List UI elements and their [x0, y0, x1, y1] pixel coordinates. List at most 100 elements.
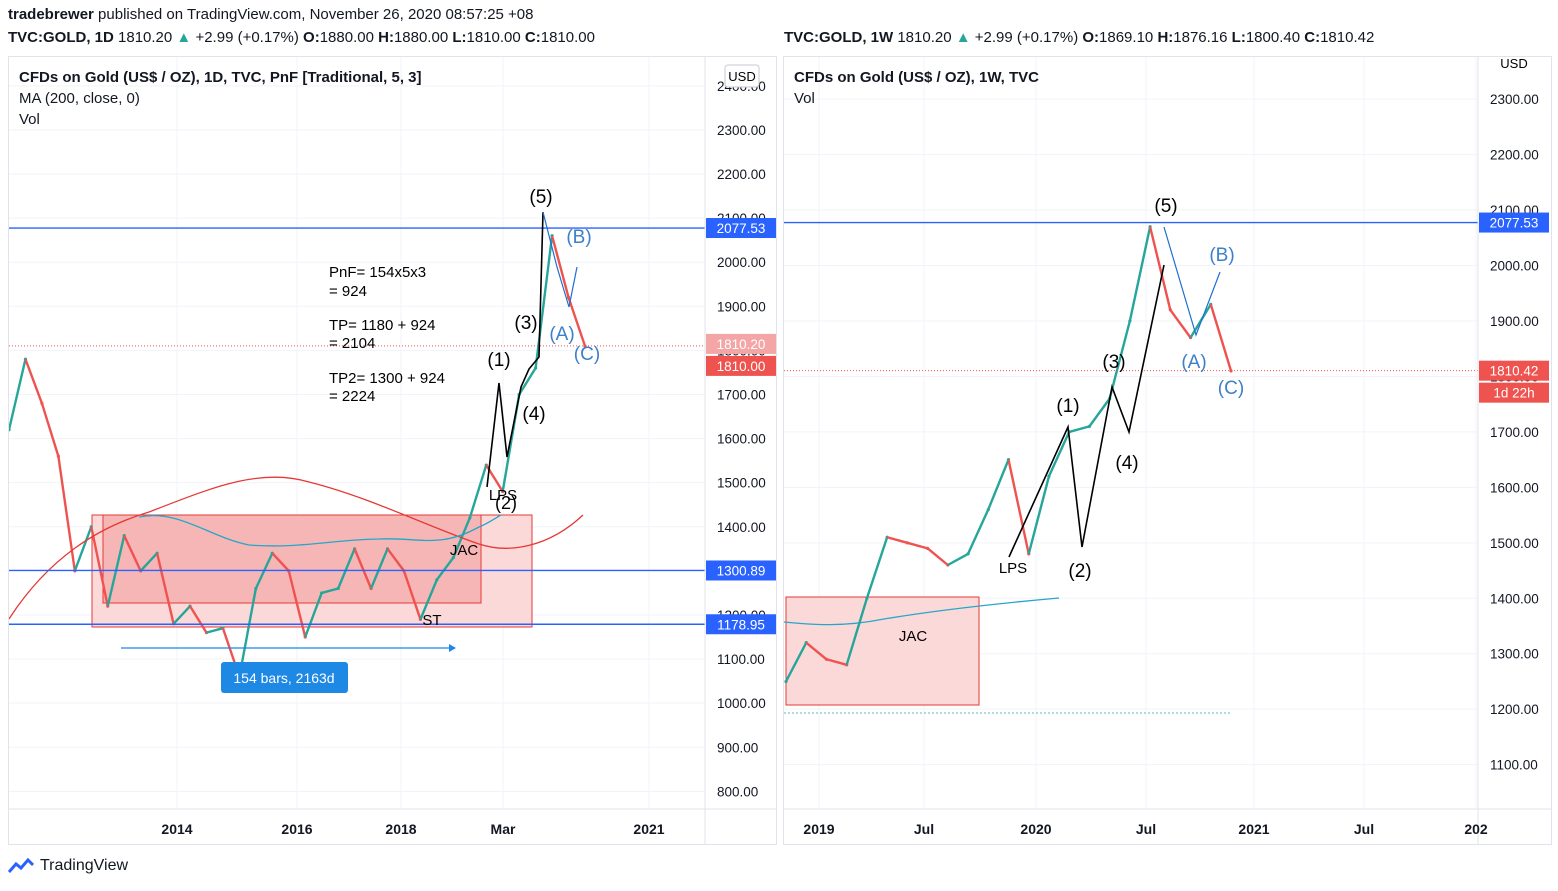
- series-segment: [1047, 431, 1071, 477]
- x-tick-label: 2021: [633, 821, 664, 837]
- left-vol-legend[interactable]: Vol: [19, 111, 40, 128]
- left-lps-label: LPS: [489, 487, 517, 504]
- right-high: 1876.16: [1173, 29, 1228, 46]
- right-chart-svg[interactable]: (5) (B) (3) (A) (C) (1) (4) (2) LPS JAC …: [783, 56, 1551, 844]
- series-segment: [845, 597, 869, 666]
- right-grid: [784, 57, 1478, 809]
- right-wave-1: (1): [1056, 396, 1079, 417]
- series-segment: [7, 358, 27, 431]
- publish-line: tradebrewer published on TradingView.com…: [8, 6, 534, 23]
- y-tick-label: 1700.00: [717, 387, 766, 402]
- series-segment: [271, 552, 290, 572]
- right-chart-title[interactable]: CFDs on Gold (US$ / OZ), 1W, TVC: [794, 69, 1040, 86]
- x-tick-label: 2016: [281, 821, 312, 837]
- right-c-label: C:: [1304, 29, 1321, 46]
- x-tick-label: 2021: [1238, 821, 1269, 837]
- left-range-box-inner[interactable]: [102, 514, 482, 604]
- right-ma-line: [783, 597, 1060, 626]
- left-notes: PnF= 154x5x3 = 924 TP= 1180 + 924 = 2104…: [329, 264, 445, 405]
- right-wave-line: [1008, 264, 1165, 558]
- right-wave-4: (4): [1115, 453, 1138, 474]
- left-levels: [9, 227, 705, 625]
- series-segment: [468, 464, 488, 519]
- left-tag-close: 1810.00: [717, 359, 766, 374]
- series-segment: [304, 592, 323, 638]
- series-segment: [1027, 475, 1051, 555]
- author-name[interactable]: tradebrewer: [8, 6, 94, 23]
- series-segment: [321, 587, 339, 595]
- series-segment: [987, 459, 1010, 510]
- right-ohlc-line: TVC:GOLD, 1W 1810.20 ▲ +2.99 (+0.17%) O:…: [784, 29, 1374, 46]
- right-time-axis[interactable]: 2019 Jul 2020 Jul 2021 Jul 202: [803, 821, 1487, 837]
- series-segment: [353, 548, 373, 589]
- publish-info: published on TradingView.com, November 2…: [98, 6, 534, 23]
- right-price-axis[interactable]: 1100.00 1200.00 1300.00 1400.00 1500.00 1600.…: [1490, 92, 1539, 772]
- tradingview-logo-icon: [8, 858, 34, 873]
- left-tag-1178: 1178.95: [717, 617, 765, 632]
- series-segment: [40, 402, 60, 457]
- series-segment: [865, 536, 889, 599]
- right-price-tags: 2077.53 1810.42 1d 22h: [1479, 212, 1549, 403]
- left-range-badge[interactable]: [221, 662, 348, 693]
- series-segment: [947, 552, 969, 567]
- right-close: 1810.42: [1320, 29, 1375, 46]
- note-line-1: PnF= 154x5x3: [329, 264, 426, 281]
- left-tag-1178-bg: [706, 614, 776, 635]
- right-vol-legend[interactable]: Vol: [794, 90, 815, 107]
- series-segment: [369, 548, 389, 589]
- x-tick-label: 2019: [803, 821, 834, 837]
- left-time-axis[interactable]: 2014 2016 2018 Mar 2021: [161, 821, 664, 837]
- left-l-label: L:: [452, 29, 467, 46]
- right-chart-pane[interactable]: (5) (B) (3) (A) (C) (1) (4) (2) LPS JAC …: [783, 56, 1552, 845]
- left-tag-1300: 1300.89: [717, 563, 766, 578]
- left-price: 1810.20: [118, 29, 173, 46]
- left-range-label: 154 bars, 2163d: [233, 670, 334, 686]
- left-low: 1810.00: [466, 29, 521, 46]
- right-tag-current: 1810.42: [1490, 364, 1539, 379]
- series-segment: [206, 627, 224, 634]
- series-segment: [550, 235, 570, 298]
- right-tag-timer: 1d 22h: [1493, 386, 1534, 401]
- series-segment: [534, 235, 554, 369]
- y-tick-label: 1400.00: [717, 520, 766, 535]
- left-o-label: O:: [303, 29, 320, 46]
- left-c-label: C:: [524, 29, 541, 46]
- left-wave-1: (1): [487, 350, 510, 371]
- left-wave-2: (2): [495, 493, 517, 513]
- y-tick-label: 1600.00: [1490, 480, 1539, 495]
- y-tick-label: 900.00: [717, 740, 758, 755]
- note-line-4: = 2104: [329, 335, 375, 352]
- series-segment: [886, 536, 908, 544]
- left-wave-5: (5): [529, 187, 552, 208]
- series-segment: [1068, 425, 1090, 434]
- note-line-5: TP2= 1300 + 924: [329, 370, 445, 387]
- left-ma-legend[interactable]: MA (200, close, 0): [19, 90, 140, 107]
- right-o-label: O:: [1082, 29, 1100, 46]
- y-tick-label: 2300.00: [1490, 92, 1539, 107]
- left-grid: [9, 57, 705, 809]
- right-open: 1869.10: [1099, 29, 1154, 46]
- series-segment: [57, 456, 77, 572]
- right-wave-a: (A): [1181, 352, 1206, 373]
- left-wave-line: [486, 211, 544, 488]
- left-chart-svg[interactable]: 154 bars, 2163d (5) (B) (3) (A) (C) (1) …: [7, 57, 776, 844]
- right-legend: CFDs on Gold (US$ / OZ), 1W, TVC Vol: [794, 67, 1039, 109]
- right-wave-c: (C): [1218, 378, 1244, 399]
- left-price-axis[interactable]: 800.00900.001000.001100.001200.001300.00…: [717, 79, 766, 800]
- left-chart-title[interactable]: CFDs on Gold (US$ / OZ), 1D, TVC, PnF [T…: [19, 69, 422, 86]
- y-tick-label: 1700.00: [1490, 425, 1539, 440]
- left-chart-pane[interactable]: 154 bars, 2163d (5) (B) (3) (A) (C) (1) …: [7, 56, 777, 845]
- right-tag-timer-bg: [1479, 382, 1549, 403]
- series-segment: [73, 526, 93, 572]
- footer[interactable]: TradingView: [8, 857, 128, 875]
- series-segment: [189, 605, 208, 634]
- series-segment: [518, 367, 537, 396]
- series-segment: [402, 570, 422, 620]
- left-tag-close-bg: [706, 355, 776, 376]
- y-tick-label: 2300.00: [717, 123, 766, 138]
- left-wave-c: (C): [574, 344, 600, 365]
- left-h-label: H:: [378, 29, 394, 46]
- y-tick-label: 1100.00: [717, 652, 765, 667]
- left-currency-box[interactable]: [724, 64, 760, 88]
- y-tick-label: 800.00: [717, 784, 758, 799]
